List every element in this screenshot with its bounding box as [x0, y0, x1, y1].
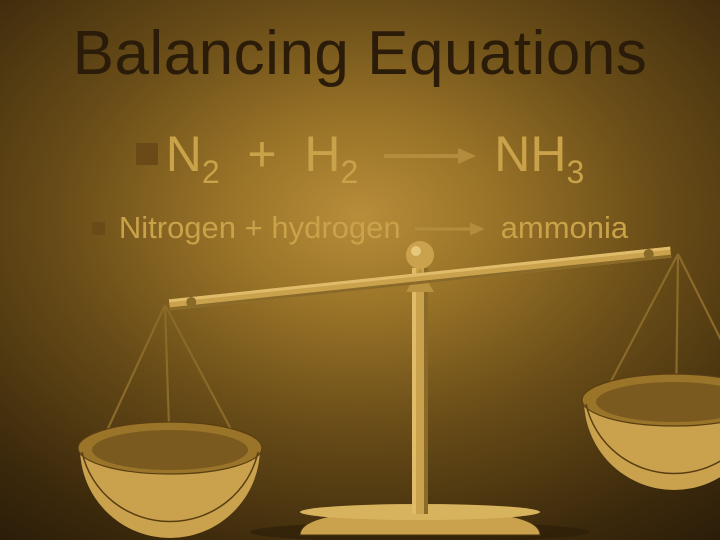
- eq-nh: NH: [494, 125, 566, 183]
- eq-h-sub: 2: [340, 154, 358, 191]
- arrow-icon: [415, 210, 485, 246]
- eq-h: H: [304, 125, 340, 183]
- eq-plus: +: [220, 125, 305, 183]
- bullet-icon: [136, 143, 158, 165]
- arrow-icon: [384, 121, 476, 179]
- slide-title: Balancing Equations: [0, 18, 720, 89]
- bullet-icon: [92, 222, 105, 235]
- eq-n-sub: 2: [202, 154, 220, 191]
- word-equation-text: Nitrogen + hydrogen ammonia: [119, 210, 628, 246]
- word-equation-line: Nitrogen + hydrogen ammonia: [0, 210, 720, 246]
- eq-n: N: [166, 125, 202, 183]
- eq-nh-sub: 3: [567, 154, 585, 191]
- words-lhs: Nitrogen + hydrogen: [119, 210, 401, 246]
- equation-line: N2 + H2 NH3: [0, 125, 720, 183]
- equation-text: N2 + H2 NH3: [166, 125, 585, 183]
- words-rhs: ammonia: [501, 210, 629, 246]
